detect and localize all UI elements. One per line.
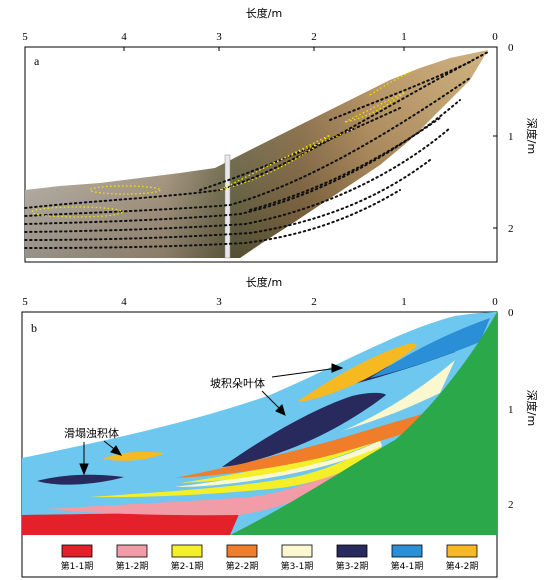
layer-2-1 (90, 445, 385, 498)
panel-a-x-tick: 5 (22, 31, 28, 43)
outcrop-photo (25, 50, 488, 259)
lens-outlines (31, 71, 411, 218)
panel-b-x-tick: 1 (401, 296, 407, 308)
panel-a-y-axis-title: 深度/m (525, 118, 539, 154)
legend-swatch (281, 544, 313, 558)
panel-b-x-tick: 2 (311, 296, 317, 308)
legend-label: 第1-2期 (116, 560, 149, 572)
legend-label: 第4-2期 (446, 560, 479, 572)
legend-item: 第1-1期 (61, 544, 94, 572)
panel-b-y-tick: 1 (508, 404, 514, 416)
panel-b: 长度/m 5 4 3 2 1 0 坡积朵叶体 滑塌浊积体 (21, 275, 539, 578)
panel-b-x-tick: 5 (22, 296, 28, 308)
annotation-slope-lobe: 坡积朵叶体 (210, 376, 265, 390)
panel-a-x-tick: 0 (492, 31, 498, 43)
legend-label: 第4-1期 (391, 560, 424, 572)
panel-b-y-axis-title: 深度/m (525, 390, 539, 426)
panel-a-x-ticks: 5 4 3 2 1 0 (22, 31, 498, 43)
panel-a-x-tick: 1 (401, 31, 407, 43)
panel-b-x-ticks: 5 4 3 2 1 0 (22, 296, 498, 308)
annotation-slump-turbidite: 滑塌浊积体 (64, 426, 119, 440)
layer-3-2-lobe (222, 392, 386, 467)
legend-item: 第4-2期 (446, 544, 479, 572)
panel-a-letter: a (34, 54, 40, 68)
panel-b-letter: b (31, 321, 37, 335)
legend: 第1-1期 第1-2期 第2-1期 第2-2期 第3-1期 第3-2期 第4-1期 第4-2期 (61, 544, 479, 572)
legend-swatch (171, 544, 203, 558)
panel-b-x-tick: 3 (216, 296, 222, 308)
panel-b-x-tick: 4 (121, 296, 127, 308)
panel-a-y-tick: 1 (508, 131, 514, 143)
panel-a-top-ticks (123, 47, 497, 229)
layer-1-1 (22, 512, 240, 535)
legend-swatch (336, 544, 368, 558)
panel-b-y-tick: 0 (508, 307, 514, 319)
panel-b-x-tick: 0 (492, 296, 498, 308)
panel-a-y-tick: 0 (508, 42, 514, 54)
legend-label: 第3-1期 (281, 560, 314, 572)
layer-1-2 (45, 460, 365, 516)
annotation-arrows (79, 363, 344, 476)
layer-3-1 (340, 360, 455, 432)
legend-swatch (116, 544, 148, 558)
legend-label: 第1-1期 (61, 560, 94, 572)
panel-a-x-tick: 2 (311, 31, 317, 43)
panel-a: 长度/m 5 4 3 2 1 0 (22, 6, 539, 263)
panel-a-x-axis-title: 长度/m (246, 6, 282, 20)
legend-swatch (391, 544, 423, 558)
legend-item: 第2-1期 (171, 544, 204, 572)
legend-item: 第3-1期 (281, 544, 314, 572)
legend-swatch (446, 544, 478, 558)
layer-3-2-slump (37, 474, 124, 485)
legend-label: 第3-2期 (336, 560, 369, 572)
legend-item: 第4-1期 (391, 544, 424, 572)
legend-swatch (61, 544, 93, 558)
panel-a-x-tick: 3 (216, 31, 222, 43)
legend-label: 第2-1期 (171, 560, 204, 572)
bedding-traces (24, 51, 489, 249)
basement (230, 312, 497, 535)
panel-a-y-tick: 2 (508, 223, 514, 235)
legend-item: 第3-2期 (336, 544, 369, 572)
panel-a-x-tick: 4 (121, 31, 127, 43)
panel-b-y-tick: 2 (508, 499, 514, 511)
panel-b-x-axis-title: 长度/m (246, 275, 282, 289)
legend-item: 第2-2期 (226, 544, 259, 572)
legend-item: 第1-2期 (116, 544, 149, 572)
legend-label: 第2-2期 (226, 560, 259, 572)
layer-4-2-lobe (298, 343, 417, 402)
layer-4-1 (370, 318, 490, 378)
legend-swatch (226, 544, 258, 558)
